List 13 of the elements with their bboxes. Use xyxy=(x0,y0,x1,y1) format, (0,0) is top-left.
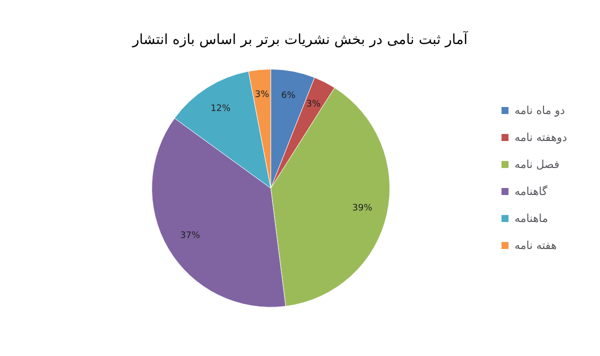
chart-title: آمار ثبت نامی در بخش نشریات برتر بر اساس بازه انتشار xyxy=(132,30,469,48)
data-label: 3% xyxy=(306,100,321,110)
legend-label: دوهفته نامه xyxy=(514,131,568,144)
data-label: 6% xyxy=(281,91,296,102)
legend-label: ماهنامه xyxy=(514,212,548,225)
data-label: 39% xyxy=(352,204,373,214)
data-label: 12% xyxy=(210,104,232,114)
legend-label: دو ماه نامه xyxy=(514,104,566,117)
legend-label: گاهنامه xyxy=(514,185,548,198)
legend-label: هفته نامه xyxy=(514,239,557,252)
data-label: 37% xyxy=(180,230,201,241)
legend-label: فصل نامه xyxy=(514,158,560,171)
data-label: 3% xyxy=(254,90,270,100)
